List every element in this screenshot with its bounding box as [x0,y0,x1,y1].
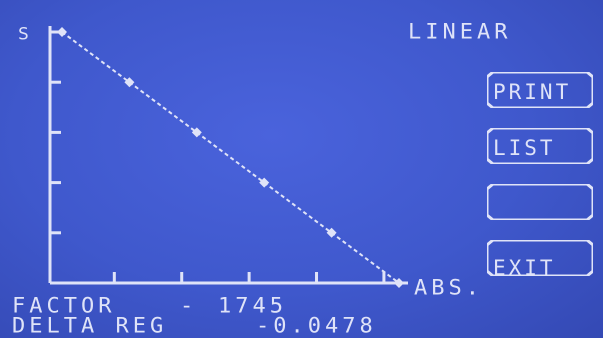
factor-label: FACTOR [12,294,116,319]
delta-reg-label: DELTA REG [12,314,168,338]
blank-softkey[interactable] [487,184,593,220]
plot-axes [48,26,408,285]
exit-button[interactable]: EXIT [487,240,593,280]
list-button-label: LIST [493,136,556,160]
exit-button-label: EXIT [493,256,556,280]
list-button[interactable]: LIST [487,128,593,164]
softkey-frame [487,240,593,276]
softkey-frame [487,72,593,108]
mode-label: LINEAR [408,20,512,45]
data-point [191,127,202,138]
data-point [124,77,135,88]
print-button[interactable]: PRINT [487,72,593,108]
factor-separator: - [180,294,198,319]
print-button-label: PRINT [493,80,572,104]
softkey-frame [487,184,593,220]
data-point [259,177,270,188]
factor-value: 1745 [218,294,287,319]
plot-series [57,27,404,288]
y-axis-label: S [18,24,33,45]
data-point [394,278,404,288]
softkey-frame [487,128,593,164]
data-point [326,227,337,238]
x-axis-label: ABS. [414,276,483,301]
delta-reg-value: -0.0478 [256,314,377,338]
series-line [61,31,400,284]
data-point [57,27,67,37]
